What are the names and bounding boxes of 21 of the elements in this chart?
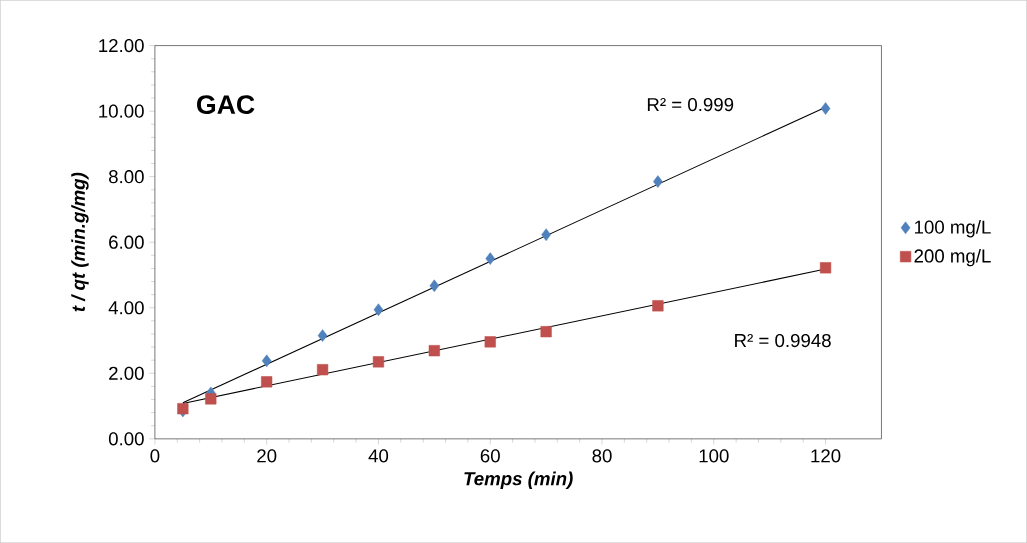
y-tick-label: 2.00: [109, 366, 144, 380]
x-tick-label: 100: [699, 449, 729, 463]
y-tick-label: 4.00: [108, 301, 144, 315]
x-tick-label: 60: [480, 449, 500, 463]
y-axis-title: t / qt (min.g/mg): [71, 172, 89, 312]
y-tick-label: 6.00: [109, 235, 144, 249]
y-tick-label: 8.00: [109, 170, 144, 184]
x-tick-label: 20: [257, 449, 277, 463]
x-tick-label: 0: [150, 449, 160, 463]
x-axis-title: Temps (min): [464, 471, 573, 489]
x-tick-label: 120: [811, 449, 841, 463]
y-tick-label: 0.00: [108, 432, 144, 446]
annotation: R² = 0.999: [647, 97, 734, 112]
legend-label: 100 mg/L: [914, 219, 991, 238]
annotation: R² = 0.9948: [735, 333, 831, 348]
x-tick-label: 40: [368, 449, 389, 463]
y-tick-label: 12.00: [99, 38, 144, 53]
annotation: GAC: [197, 95, 255, 114]
x-tick-label: 80: [592, 449, 612, 463]
y-tick-label: 10.00: [99, 104, 144, 118]
legend-label: 200 mg/L: [914, 248, 991, 267]
